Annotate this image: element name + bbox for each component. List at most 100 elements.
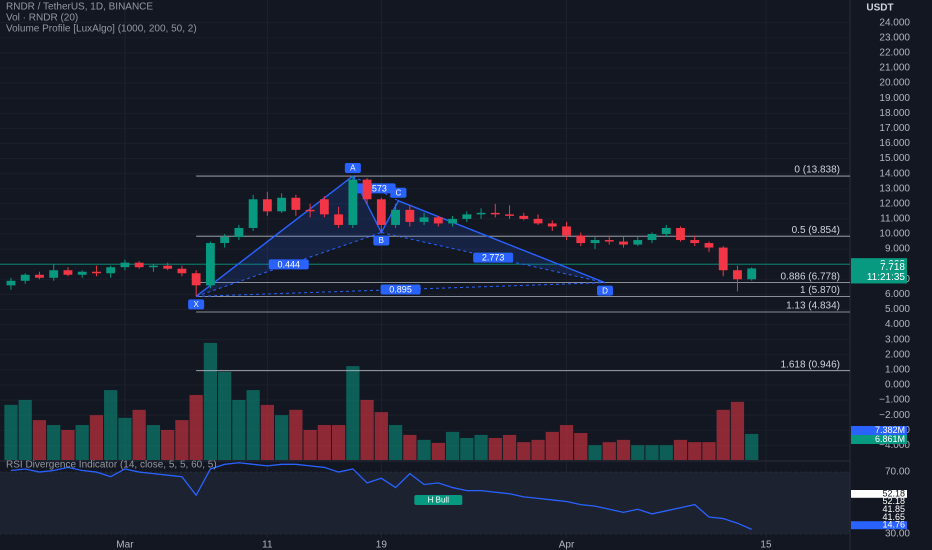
rsi-value-box [851,490,907,498]
rsi-value-label: 52.18 [882,496,905,506]
candle-body [391,209,400,225]
fib-label: 1 (5.870) [800,285,840,296]
x-tick-label: Apr [559,540,575,550]
candle-body [334,214,344,225]
volume-bar [531,439,545,460]
volume-bar [403,434,417,460]
volume-bar [360,399,374,460]
candle-body [718,247,728,271]
volume-bar [75,425,89,460]
volume-bar [61,429,75,460]
candle-body [362,179,372,200]
candle-body [433,217,443,224]
x-tick-label: 15 [760,540,772,550]
volume-bar [89,415,104,460]
fib-label: 1.618 (0.946) [781,359,841,370]
volume-bar [488,437,502,460]
volume-bar [417,439,431,460]
candle-body [376,199,386,225]
y-tick-label: 9.000 [885,244,910,255]
y-tick-label: 1.000 [885,365,910,376]
candle-body [633,240,643,245]
volume-bar [175,420,189,460]
candle-body [704,243,714,248]
volume-box [851,435,907,444]
fib-label: 0 (13.838) [794,165,840,176]
point-box [373,235,390,246]
point-label: X [193,300,199,309]
fib-label: 0.886 (6.778) [781,271,841,282]
candle-body [419,217,429,222]
candle-body [305,209,315,212]
candle-body [220,237,230,244]
fib-label: 0.5 (9.854) [792,225,840,236]
candle-body [448,218,457,224]
y-tick-label: 15.000 [879,153,910,164]
volume-bar [645,445,659,460]
volume-bar [317,425,331,460]
candle-body [6,280,16,286]
volume-bar [260,404,275,460]
y-tick-label: 23.000 [879,32,910,43]
rsi-value-label: 41.65 [882,512,905,522]
volume-bar [118,417,132,460]
candle-body [405,209,415,222]
candle-body [519,215,529,219]
signal-box [414,494,463,505]
candle-body [163,265,173,269]
candle-body [277,197,287,212]
ratio-box [473,252,514,263]
y-tick-label: 5.000 [885,304,910,315]
ratio-box [268,259,309,270]
close-label: 7.718 [880,262,905,273]
rsi-value-box [851,505,907,514]
y-tick-label: 17.000 [879,123,910,134]
volume-bar [559,425,574,460]
candle-body [505,214,514,216]
countdown: 11:21:35 [867,272,906,283]
candle-body [661,227,671,235]
volume-bar [730,401,745,460]
candle-body [462,214,472,219]
y-tick-label: 20.000 [879,78,910,89]
candle-body [733,270,742,280]
volume-bar [716,409,730,460]
rsi-value-label: 14.76 [882,520,905,530]
volume-ma-label: 7.382M [875,425,905,435]
volume-pane [4,342,759,460]
ratio-box [380,284,421,295]
candle-body [319,199,329,215]
signal-label: H Bull [428,496,450,505]
candle-body [604,240,614,242]
volume-bar [275,415,289,460]
point-box [390,187,407,198]
volume-bar [104,390,118,460]
y-tick-label: 3.000 [885,334,910,345]
candle-body [248,199,258,228]
volume-bar [388,425,403,460]
candle-body [20,274,30,281]
volume-bar [132,409,146,460]
rsi-tick-label: 30.00 [885,529,910,540]
candle-body [49,270,59,278]
candle-body [262,199,272,212]
candle-body [533,218,543,224]
candle-body [120,262,130,268]
ratio-label: 0.895 [389,284,412,294]
candles [6,176,757,297]
indicator-label: Vol · RNDR (20) [6,13,78,24]
y-tick-label: −1.000 [879,395,910,406]
volume-bar [4,404,18,460]
volume-bar [517,442,531,460]
volume-bar [616,439,631,460]
candle-body [149,265,158,268]
volume-bar [189,394,203,460]
candle-body [291,197,301,210]
rsi-title: RSI Divergence Indicator (14, close, 5, … [6,460,217,471]
candle-body [106,267,116,274]
currency[interactable]: USDT [866,3,893,14]
rsi-value-box [851,497,907,506]
volume-bar [18,399,32,460]
